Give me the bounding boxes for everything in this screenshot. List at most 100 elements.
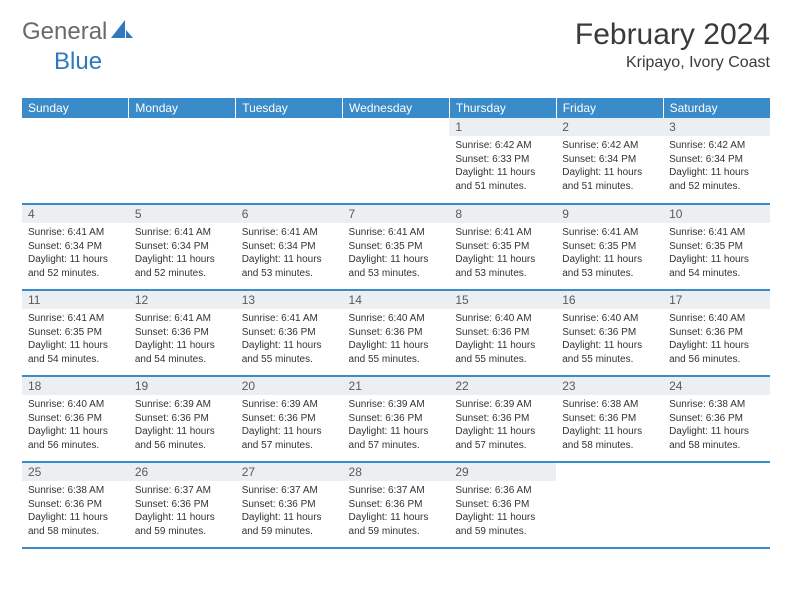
day-number: 3	[663, 118, 770, 136]
day-number: 7	[343, 205, 450, 223]
day-cell: 2Sunrise: 6:42 AMSunset: 6:34 PMDaylight…	[556, 118, 663, 204]
day-details: Sunrise: 6:41 AMSunset: 6:34 PMDaylight:…	[22, 223, 129, 284]
day-number: 29	[449, 463, 556, 481]
day-number: 6	[236, 205, 343, 223]
calendar-header-row: SundayMondayTuesdayWednesdayThursdayFrid…	[22, 98, 770, 118]
day-number: 11	[22, 291, 129, 309]
day-cell: 26Sunrise: 6:37 AMSunset: 6:36 PMDayligh…	[129, 462, 236, 548]
day-number: 9	[556, 205, 663, 223]
day-number: 22	[449, 377, 556, 395]
day-cell: 15Sunrise: 6:40 AMSunset: 6:36 PMDayligh…	[449, 290, 556, 376]
day-cell: 21Sunrise: 6:39 AMSunset: 6:36 PMDayligh…	[343, 376, 450, 462]
logo-sail-icon	[111, 20, 133, 40]
day-details: Sunrise: 6:40 AMSunset: 6:36 PMDaylight:…	[556, 309, 663, 370]
day-number: 4	[22, 205, 129, 223]
day-number: 21	[343, 377, 450, 395]
empty-cell	[22, 118, 129, 204]
day-details: Sunrise: 6:38 AMSunset: 6:36 PMDaylight:…	[22, 481, 129, 542]
logo-word1: General	[22, 18, 107, 46]
calendar-row: 1Sunrise: 6:42 AMSunset: 6:33 PMDaylight…	[22, 118, 770, 204]
weekday-header: Thursday	[449, 98, 556, 118]
day-details: Sunrise: 6:42 AMSunset: 6:34 PMDaylight:…	[663, 136, 770, 197]
day-cell: 8Sunrise: 6:41 AMSunset: 6:35 PMDaylight…	[449, 204, 556, 290]
day-details: Sunrise: 6:37 AMSunset: 6:36 PMDaylight:…	[129, 481, 236, 542]
day-number: 15	[449, 291, 556, 309]
day-details: Sunrise: 6:41 AMSunset: 6:34 PMDaylight:…	[129, 223, 236, 284]
day-details: Sunrise: 6:41 AMSunset: 6:36 PMDaylight:…	[236, 309, 343, 370]
weekday-header: Sunday	[22, 98, 129, 118]
weekday-header: Friday	[556, 98, 663, 118]
day-cell: 1Sunrise: 6:42 AMSunset: 6:33 PMDaylight…	[449, 118, 556, 204]
day-details: Sunrise: 6:40 AMSunset: 6:36 PMDaylight:…	[449, 309, 556, 370]
weekday-header: Monday	[129, 98, 236, 118]
day-cell: 29Sunrise: 6:36 AMSunset: 6:36 PMDayligh…	[449, 462, 556, 548]
day-number: 18	[22, 377, 129, 395]
empty-cell	[236, 118, 343, 204]
day-cell: 3Sunrise: 6:42 AMSunset: 6:34 PMDaylight…	[663, 118, 770, 204]
day-number: 25	[22, 463, 129, 481]
weekday-header: Tuesday	[236, 98, 343, 118]
empty-cell	[556, 462, 663, 548]
day-number: 1	[449, 118, 556, 136]
day-number: 19	[129, 377, 236, 395]
day-details: Sunrise: 6:39 AMSunset: 6:36 PMDaylight:…	[343, 395, 450, 456]
day-details: Sunrise: 6:39 AMSunset: 6:36 PMDaylight:…	[236, 395, 343, 456]
day-cell: 9Sunrise: 6:41 AMSunset: 6:35 PMDaylight…	[556, 204, 663, 290]
day-cell: 13Sunrise: 6:41 AMSunset: 6:36 PMDayligh…	[236, 290, 343, 376]
day-number: 8	[449, 205, 556, 223]
day-number: 24	[663, 377, 770, 395]
day-cell: 12Sunrise: 6:41 AMSunset: 6:36 PMDayligh…	[129, 290, 236, 376]
day-number: 12	[129, 291, 236, 309]
day-details: Sunrise: 6:41 AMSunset: 6:34 PMDaylight:…	[236, 223, 343, 284]
day-details: Sunrise: 6:39 AMSunset: 6:36 PMDaylight:…	[129, 395, 236, 456]
day-details: Sunrise: 6:41 AMSunset: 6:35 PMDaylight:…	[449, 223, 556, 284]
day-cell: 27Sunrise: 6:37 AMSunset: 6:36 PMDayligh…	[236, 462, 343, 548]
day-cell: 20Sunrise: 6:39 AMSunset: 6:36 PMDayligh…	[236, 376, 343, 462]
day-cell: 17Sunrise: 6:40 AMSunset: 6:36 PMDayligh…	[663, 290, 770, 376]
day-details: Sunrise: 6:41 AMSunset: 6:36 PMDaylight:…	[129, 309, 236, 370]
calendar-table: SundayMondayTuesdayWednesdayThursdayFrid…	[22, 98, 770, 549]
calendar-row: 11Sunrise: 6:41 AMSunset: 6:35 PMDayligh…	[22, 290, 770, 376]
day-number: 20	[236, 377, 343, 395]
location: Kripayo, Ivory Coast	[575, 54, 770, 72]
day-cell: 7Sunrise: 6:41 AMSunset: 6:35 PMDaylight…	[343, 204, 450, 290]
day-number: 27	[236, 463, 343, 481]
day-details: Sunrise: 6:36 AMSunset: 6:36 PMDaylight:…	[449, 481, 556, 542]
day-details: Sunrise: 6:42 AMSunset: 6:33 PMDaylight:…	[449, 136, 556, 197]
day-cell: 4Sunrise: 6:41 AMSunset: 6:34 PMDaylight…	[22, 204, 129, 290]
day-details: Sunrise: 6:37 AMSunset: 6:36 PMDaylight:…	[343, 481, 450, 542]
day-cell: 23Sunrise: 6:38 AMSunset: 6:36 PMDayligh…	[556, 376, 663, 462]
day-number: 2	[556, 118, 663, 136]
day-cell: 10Sunrise: 6:41 AMSunset: 6:35 PMDayligh…	[663, 204, 770, 290]
day-number: 5	[129, 205, 236, 223]
day-cell: 19Sunrise: 6:39 AMSunset: 6:36 PMDayligh…	[129, 376, 236, 462]
title-block: February 2024 Kripayo, Ivory Coast	[575, 18, 770, 72]
logo-word2: Blue	[54, 48, 102, 75]
weekday-header: Saturday	[663, 98, 770, 118]
calendar-body: 1Sunrise: 6:42 AMSunset: 6:33 PMDaylight…	[22, 118, 770, 548]
day-number: 28	[343, 463, 450, 481]
day-number: 23	[556, 377, 663, 395]
logo: General	[22, 18, 135, 46]
day-cell: 6Sunrise: 6:41 AMSunset: 6:34 PMDaylight…	[236, 204, 343, 290]
month-title: February 2024	[575, 18, 770, 52]
day-cell: 28Sunrise: 6:37 AMSunset: 6:36 PMDayligh…	[343, 462, 450, 548]
day-cell: 22Sunrise: 6:39 AMSunset: 6:36 PMDayligh…	[449, 376, 556, 462]
day-details: Sunrise: 6:38 AMSunset: 6:36 PMDaylight:…	[663, 395, 770, 456]
calendar-row: 4Sunrise: 6:41 AMSunset: 6:34 PMDaylight…	[22, 204, 770, 290]
day-cell: 25Sunrise: 6:38 AMSunset: 6:36 PMDayligh…	[22, 462, 129, 548]
day-details: Sunrise: 6:38 AMSunset: 6:36 PMDaylight:…	[556, 395, 663, 456]
day-cell: 24Sunrise: 6:38 AMSunset: 6:36 PMDayligh…	[663, 376, 770, 462]
day-details: Sunrise: 6:37 AMSunset: 6:36 PMDaylight:…	[236, 481, 343, 542]
day-number: 17	[663, 291, 770, 309]
day-details: Sunrise: 6:41 AMSunset: 6:35 PMDaylight:…	[343, 223, 450, 284]
day-cell: 5Sunrise: 6:41 AMSunset: 6:34 PMDaylight…	[129, 204, 236, 290]
day-details: Sunrise: 6:40 AMSunset: 6:36 PMDaylight:…	[663, 309, 770, 370]
day-cell: 14Sunrise: 6:40 AMSunset: 6:36 PMDayligh…	[343, 290, 450, 376]
day-details: Sunrise: 6:41 AMSunset: 6:35 PMDaylight:…	[22, 309, 129, 370]
day-cell: 16Sunrise: 6:40 AMSunset: 6:36 PMDayligh…	[556, 290, 663, 376]
day-details: Sunrise: 6:41 AMSunset: 6:35 PMDaylight:…	[663, 223, 770, 284]
empty-cell	[343, 118, 450, 204]
day-details: Sunrise: 6:40 AMSunset: 6:36 PMDaylight:…	[343, 309, 450, 370]
day-details: Sunrise: 6:42 AMSunset: 6:34 PMDaylight:…	[556, 136, 663, 197]
